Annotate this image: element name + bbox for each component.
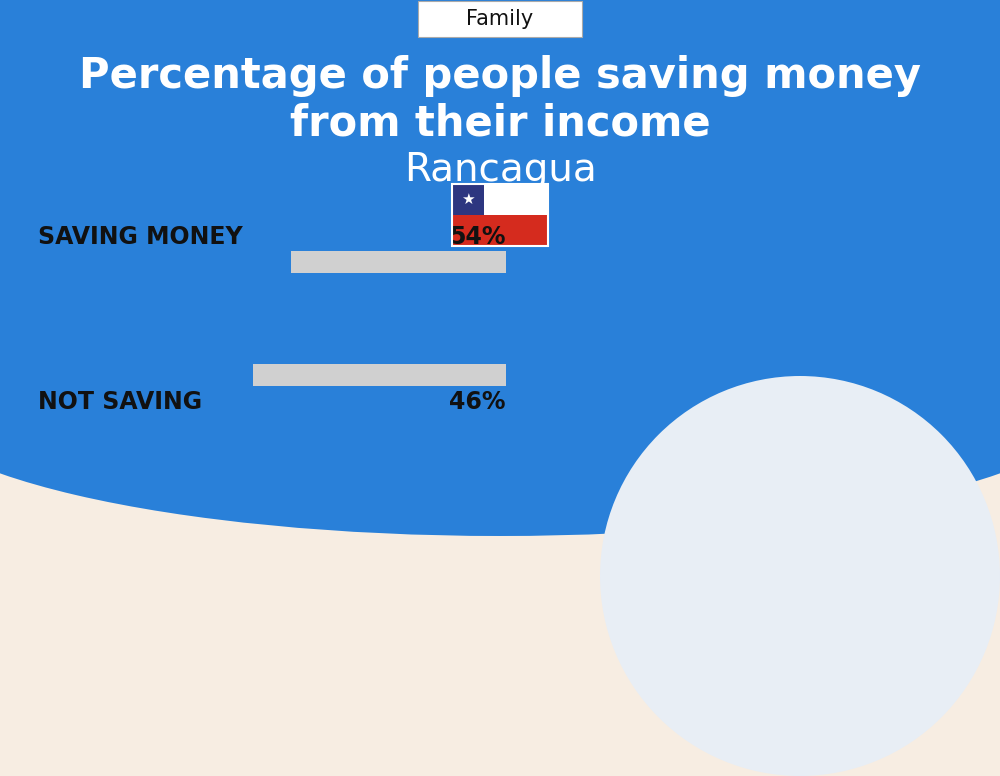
Bar — [484, 184, 548, 215]
Bar — [452, 184, 548, 246]
Bar — [452, 184, 484, 215]
Text: Rancagua: Rancagua — [404, 151, 596, 189]
Text: SAVING MONEY: SAVING MONEY — [38, 225, 243, 249]
Text: Family: Family — [466, 9, 534, 29]
Bar — [38, 251, 506, 273]
Text: 54%: 54% — [450, 225, 506, 249]
Text: 46%: 46% — [450, 390, 506, 414]
Bar — [38, 251, 291, 273]
Bar — [38, 364, 506, 386]
Bar — [452, 215, 548, 246]
Text: NOT SAVING: NOT SAVING — [38, 390, 202, 414]
Text: ★: ★ — [461, 192, 475, 207]
Text: Percentage of people saving money: Percentage of people saving money — [79, 55, 921, 97]
Bar — [0, 0, 1000, 396]
Bar — [38, 364, 253, 386]
FancyBboxPatch shape — [418, 1, 582, 37]
Ellipse shape — [0, 256, 1000, 536]
Text: from their income: from their income — [290, 103, 710, 145]
Circle shape — [600, 376, 1000, 776]
